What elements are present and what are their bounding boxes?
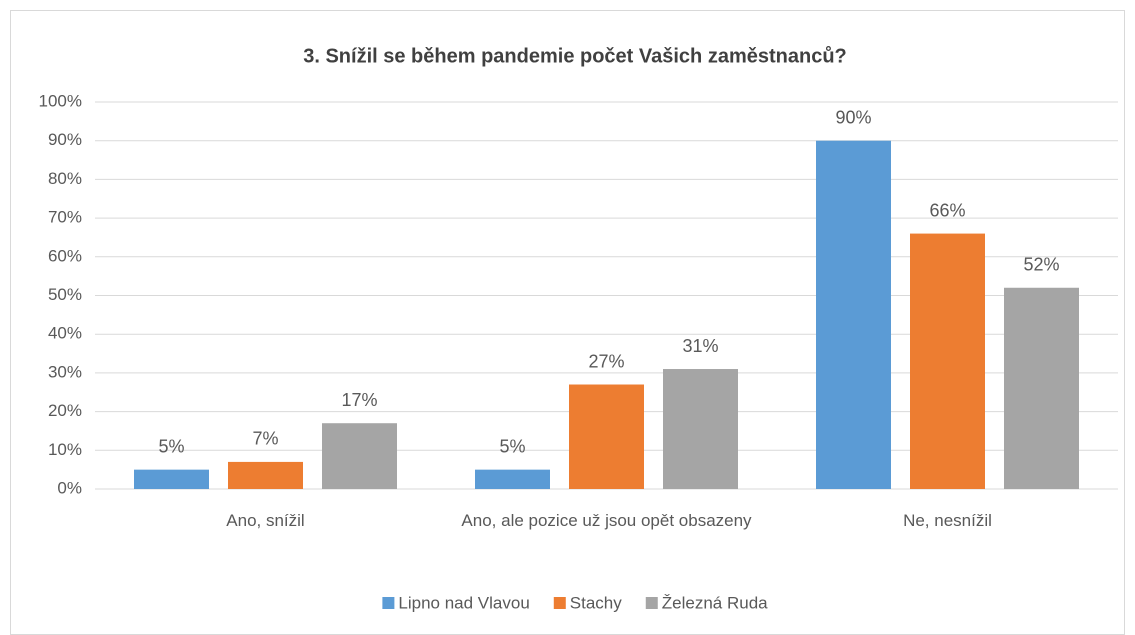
y-tick-label: 40%	[48, 324, 82, 343]
y-tick-label: 10%	[48, 440, 82, 459]
data-label: 7%	[252, 429, 278, 449]
y-tick-label: 30%	[48, 362, 82, 381]
y-tick-label: 50%	[48, 285, 82, 304]
y-tick-label: 20%	[48, 401, 82, 420]
bar	[322, 423, 397, 489]
bar	[910, 233, 985, 489]
y-tick-label: 0%	[57, 478, 82, 497]
y-tick-label: 60%	[48, 246, 82, 265]
data-label: 5%	[499, 436, 525, 456]
data-label: 5%	[158, 436, 184, 456]
data-label: 90%	[835, 107, 871, 127]
bar	[816, 140, 891, 489]
legend-swatch	[382, 597, 395, 609]
data-label: 66%	[929, 200, 965, 220]
legend-label: Lipno nad Vlavou	[398, 593, 529, 612]
y-tick-label: 100%	[39, 91, 82, 110]
bar	[475, 469, 550, 489]
y-tick-label: 80%	[48, 169, 82, 188]
x-tick-label: Ano, snížil	[226, 511, 305, 530]
legend-label: Železná Ruda	[662, 593, 768, 612]
data-label: 17%	[341, 390, 377, 410]
y-tick-label: 70%	[48, 208, 82, 227]
bar	[228, 461, 303, 489]
legend-swatch	[553, 597, 566, 609]
data-label: 52%	[1023, 255, 1059, 275]
x-tick-label: Ano, ale pozice už jsou opět obsazeny	[461, 511, 752, 530]
legend-swatch	[645, 597, 658, 609]
bar	[569, 384, 644, 489]
bar	[663, 369, 738, 489]
legend-label: Stachy	[570, 593, 622, 612]
bar	[134, 469, 209, 489]
data-label: 27%	[588, 351, 624, 371]
bar	[1004, 287, 1079, 489]
y-tick-label: 90%	[48, 130, 82, 149]
data-label: 31%	[682, 336, 718, 356]
x-tick-label: Ne, nesnížil	[903, 511, 992, 530]
chart-title: 3. Snížil se během pandemie počet Vašich…	[303, 45, 847, 67]
